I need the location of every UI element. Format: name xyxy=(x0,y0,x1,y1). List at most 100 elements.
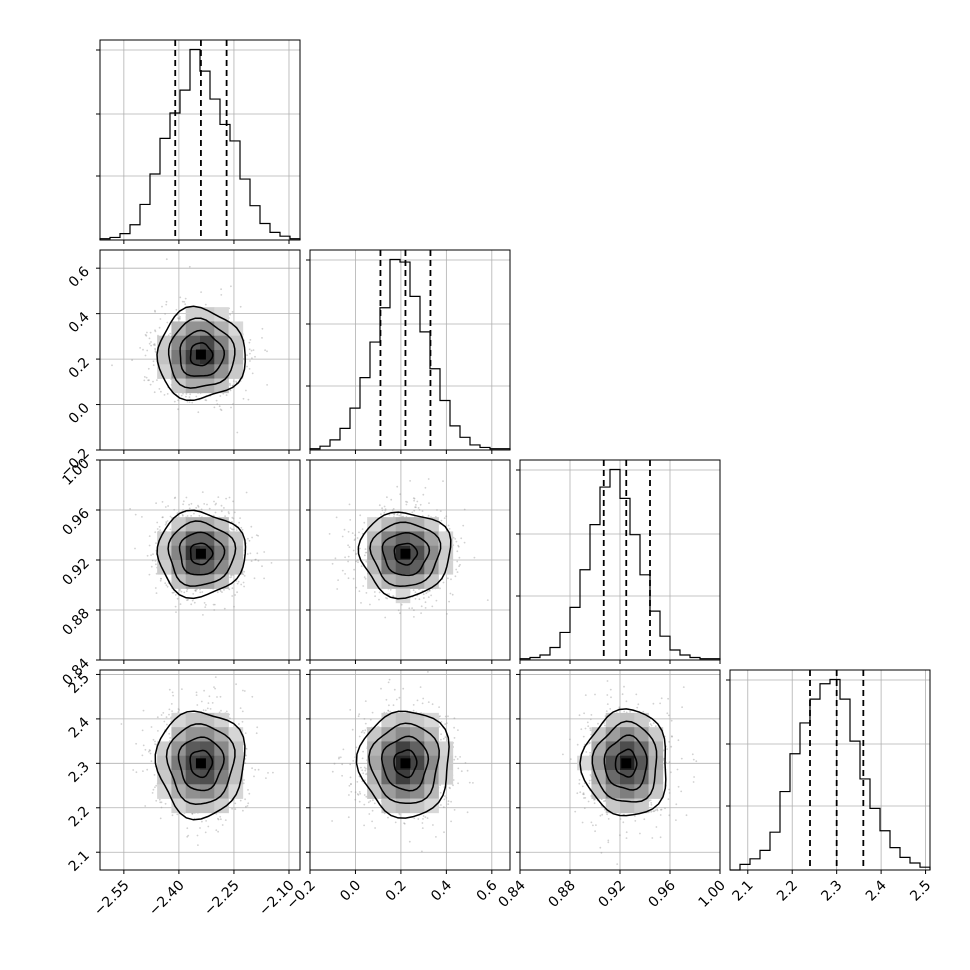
scatter-point xyxy=(188,507,191,510)
scatter-point xyxy=(154,350,157,353)
scatter-point xyxy=(421,822,424,824)
scatter-point xyxy=(606,680,609,682)
density-cell xyxy=(228,560,244,575)
scatter-point xyxy=(154,330,157,333)
scatter-point xyxy=(182,503,185,506)
density-cell xyxy=(157,770,172,785)
scatter-point xyxy=(173,508,176,511)
scatter-point xyxy=(270,562,273,564)
scatter-point xyxy=(171,814,174,817)
scatter-point xyxy=(362,750,364,753)
scatter-point xyxy=(424,486,427,489)
scatter-point xyxy=(427,596,430,598)
scatter-point xyxy=(213,609,216,611)
scatter-point xyxy=(364,700,367,702)
scatter-point xyxy=(649,799,652,802)
scatter-point xyxy=(338,757,340,760)
scatter-point xyxy=(160,578,163,580)
scatter-point xyxy=(409,480,411,482)
scatter-point xyxy=(363,824,365,827)
scatter-point xyxy=(365,560,368,563)
scatter-point xyxy=(201,491,204,493)
scatter-point xyxy=(588,779,591,782)
scatter-point xyxy=(435,599,438,602)
density-cell xyxy=(185,517,201,532)
scatter-point xyxy=(447,715,449,718)
scatter-point xyxy=(176,597,179,600)
scatter-point xyxy=(422,697,425,700)
density-cell xyxy=(185,335,201,351)
scatter-point xyxy=(233,605,235,608)
density-cell xyxy=(228,531,244,547)
scatter-point xyxy=(413,817,416,820)
scatter-point xyxy=(417,818,420,820)
scatter-point xyxy=(239,305,242,308)
scatter-point xyxy=(181,513,184,516)
x-tick-label-2-3: 0.96 xyxy=(645,877,678,910)
scatter-point xyxy=(253,577,256,580)
scatter-point xyxy=(165,521,168,523)
scatter-point xyxy=(362,585,365,587)
scatter-point xyxy=(256,552,259,555)
scatter-point xyxy=(584,797,587,799)
contour-0 xyxy=(614,748,638,778)
scatter-point xyxy=(369,718,372,721)
scatter-point xyxy=(248,368,251,370)
scatter-point xyxy=(203,503,206,505)
scatter-point xyxy=(181,688,183,690)
histogram-0 xyxy=(99,48,301,240)
scatter-point xyxy=(427,514,430,517)
scatter-point xyxy=(386,496,388,499)
scatter-point xyxy=(165,584,168,586)
density-cell xyxy=(228,741,244,757)
scatter-point xyxy=(636,706,639,709)
scatter-point xyxy=(363,732,366,734)
scatter-point xyxy=(414,506,416,509)
scatter-point xyxy=(153,774,156,776)
scatter-point xyxy=(363,794,366,796)
scatter-point xyxy=(486,599,489,601)
scatter-point xyxy=(643,818,646,821)
scatter-point xyxy=(239,517,242,519)
density-cell xyxy=(381,574,397,589)
density-peak xyxy=(621,758,632,769)
scatter-point xyxy=(240,526,243,529)
scatter-point xyxy=(444,723,447,725)
scatter-point xyxy=(240,583,243,586)
density-cell xyxy=(395,517,411,532)
scatter-point xyxy=(161,305,163,308)
scatter-point xyxy=(164,313,167,315)
scatter-point xyxy=(457,729,459,731)
density-cell xyxy=(605,741,621,757)
scatter-point xyxy=(351,728,354,731)
scatter-point xyxy=(394,821,397,824)
scatter-point xyxy=(593,802,596,805)
scatter-point xyxy=(388,704,390,707)
scatter-point xyxy=(147,367,150,370)
scatter-point xyxy=(247,537,249,540)
scatter-point xyxy=(192,593,195,595)
scatter-point xyxy=(209,708,212,710)
scatter-point xyxy=(231,807,234,810)
scatter-point xyxy=(217,496,220,498)
scatter-point xyxy=(214,511,217,514)
scatter-point xyxy=(158,798,161,801)
scatter-point xyxy=(671,735,673,737)
density-cell xyxy=(634,712,649,728)
scatter-point xyxy=(384,616,387,619)
scatter-point xyxy=(219,408,222,411)
scatter-point xyxy=(354,791,357,794)
y-tick-label-3-1: 2.2 xyxy=(66,803,93,830)
scatter-point xyxy=(594,798,596,801)
scatter-point xyxy=(396,513,399,516)
scatter-point xyxy=(392,595,394,598)
scatter-point xyxy=(182,509,185,511)
scatter-point xyxy=(205,820,208,822)
scatter-point xyxy=(373,802,376,805)
scatter-point xyxy=(336,588,339,590)
density-cell xyxy=(648,784,664,799)
scatter-point xyxy=(365,795,368,798)
scatter-point xyxy=(235,380,238,383)
scatter-point xyxy=(378,598,380,601)
scatter-point xyxy=(263,577,265,580)
